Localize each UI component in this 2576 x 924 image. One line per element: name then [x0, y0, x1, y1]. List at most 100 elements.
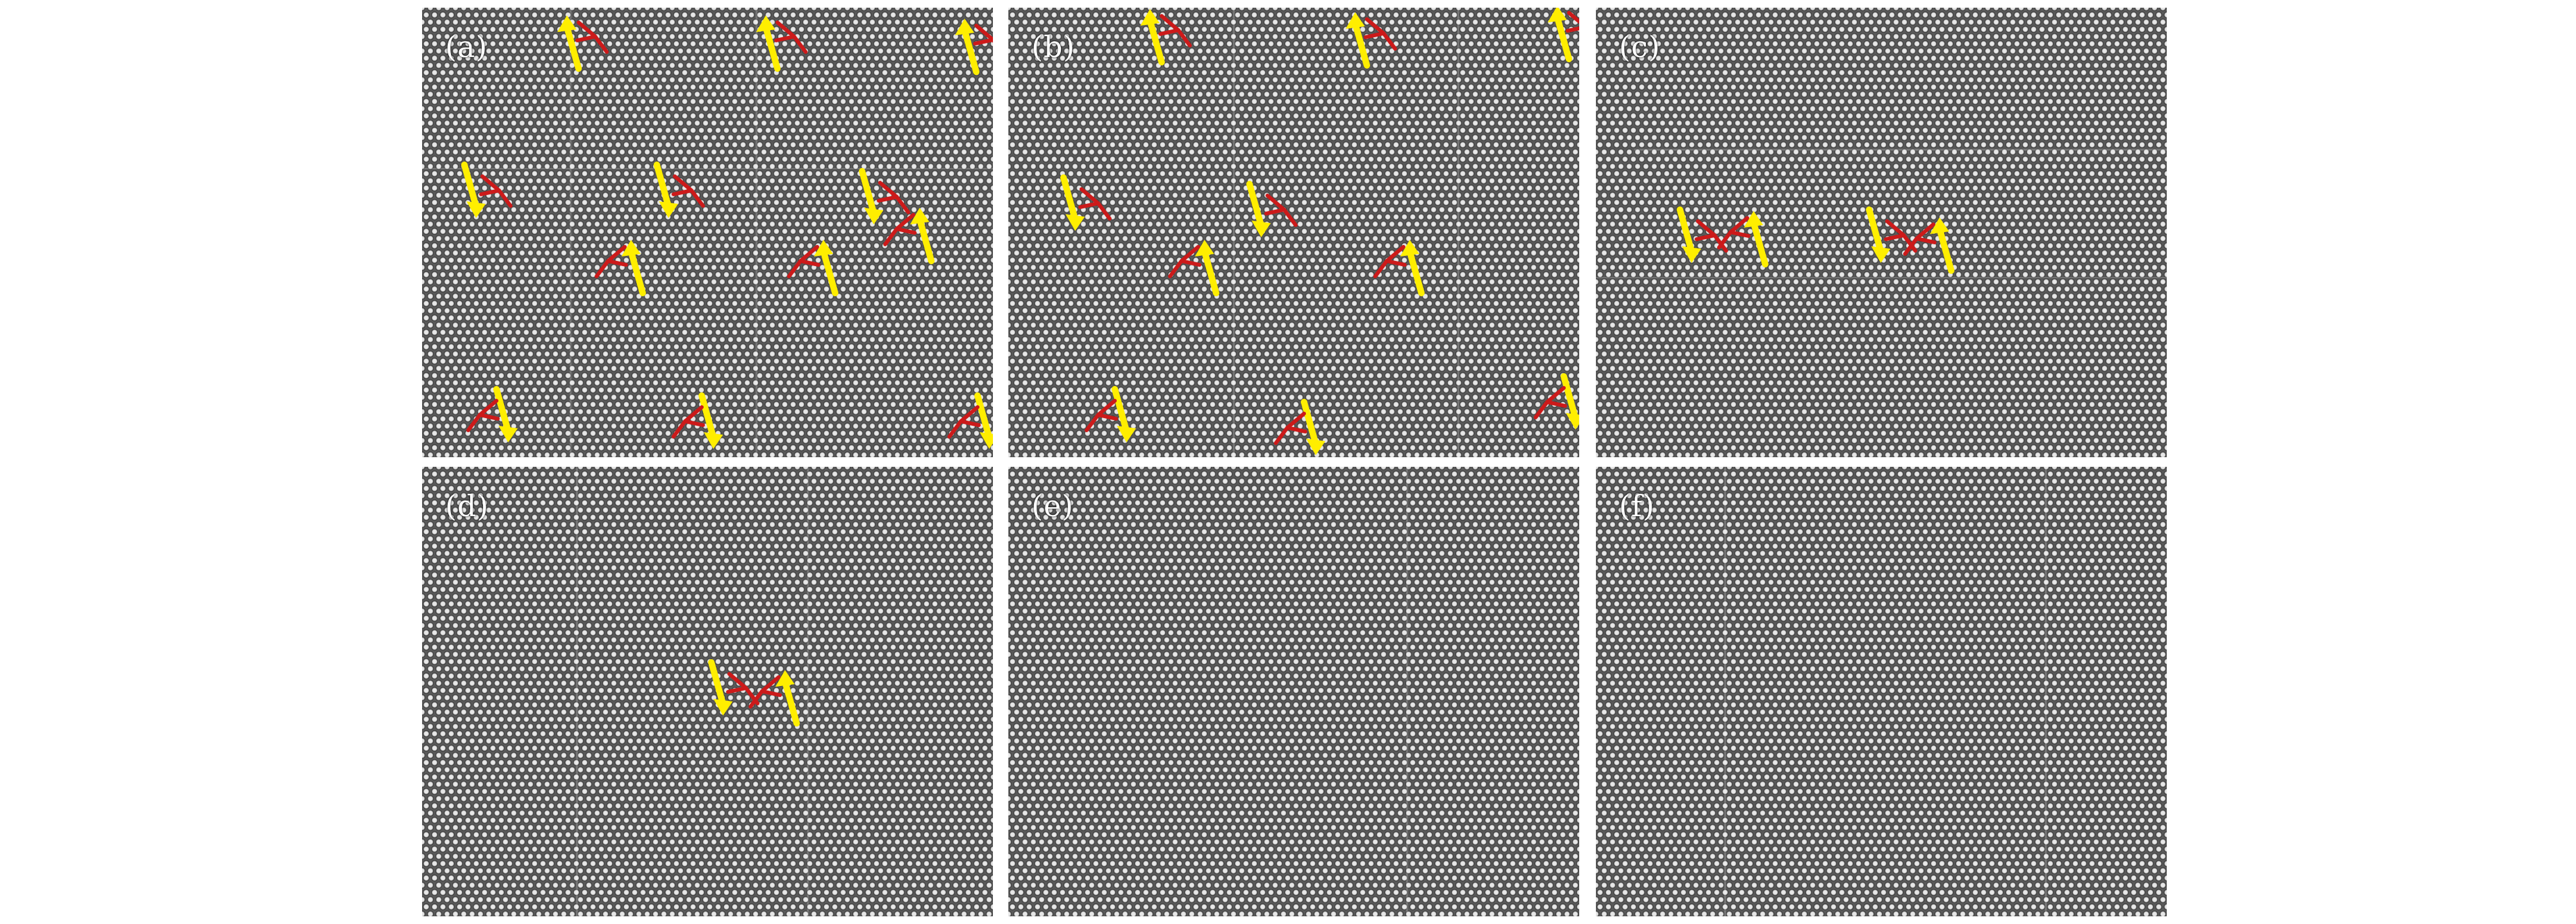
arrow-shaft — [1750, 219, 1768, 267]
defect-arm — [895, 195, 910, 214]
panel-e: (e) — [1008, 467, 1579, 916]
defect-arm — [895, 227, 917, 235]
defect-markers — [1060, 8, 1579, 455]
arrow-head — [466, 201, 486, 218]
defect-arm — [959, 405, 979, 423]
defect-arm — [1385, 245, 1405, 263]
dislocation-marker — [749, 670, 800, 727]
arrow-shaft — [781, 678, 800, 727]
defect-arm — [1180, 245, 1200, 263]
arrow-head — [864, 208, 884, 224]
dislocation-marker — [1677, 206, 1728, 263]
arrow-shaft — [1112, 386, 1130, 434]
defect-arm — [1274, 426, 1289, 445]
grain-boundary-line — [1724, 467, 1726, 916]
dislocation-marker — [1373, 240, 1425, 296]
defect-arm — [479, 189, 501, 196]
arrow-head — [1117, 426, 1137, 442]
arrow-head — [979, 432, 993, 449]
panel-label: (b) — [1031, 29, 1076, 64]
defect-arm — [1915, 237, 1936, 244]
arrow-shaft — [654, 162, 672, 210]
defect-arm — [895, 213, 915, 231]
arrow-shaft — [1301, 399, 1319, 447]
defect-arm — [883, 227, 899, 246]
arrow-shaft — [916, 216, 935, 264]
panel-a: (a) — [422, 8, 993, 457]
defect-arm — [1566, 26, 1579, 33]
grain-boundary-line — [1233, 8, 1235, 457]
arrow-shaft — [1936, 226, 1954, 274]
defect-arm — [1373, 259, 1389, 278]
arrow-shaft — [627, 248, 646, 296]
arrow-shaft — [762, 24, 781, 72]
defect-arm — [787, 259, 802, 278]
panel-f: (f) — [1596, 467, 2167, 916]
defect-arm — [1884, 233, 1906, 241]
arrow-shaft — [974, 392, 993, 441]
defect-arm — [1545, 386, 1566, 404]
arrow-shaft — [1352, 21, 1370, 69]
defect-arm — [878, 181, 899, 199]
dislocation-marker — [466, 386, 518, 442]
arrow-shaft — [961, 27, 979, 75]
arrow-head — [1065, 214, 1085, 231]
arrow-shaft — [1554, 14, 1572, 62]
dislocation-marker — [1534, 373, 1579, 430]
defect-arm — [1364, 31, 1385, 39]
defect-arm — [749, 689, 764, 709]
panel-c: (c) — [1596, 8, 2167, 457]
defect-arm — [672, 419, 687, 439]
dislocation-marker — [756, 15, 808, 72]
defect-arm — [947, 419, 963, 439]
defect-markers — [461, 15, 993, 449]
defect-arm — [760, 675, 781, 693]
defect-arm — [1903, 237, 1919, 256]
defect-arm — [478, 399, 498, 417]
defect-arm — [1567, 11, 1579, 24]
arrow-head — [557, 15, 577, 32]
defect-arm — [760, 689, 782, 697]
defect-arm — [1080, 187, 1100, 205]
defect-arm — [1085, 413, 1100, 432]
defect-arm — [775, 21, 796, 38]
panel-label: (e) — [1031, 489, 1074, 523]
dislocation-marker — [1547, 8, 1579, 62]
arrow-head — [1306, 439, 1326, 455]
arrow-shaft — [563, 24, 582, 72]
defect-arm — [1096, 201, 1112, 221]
panel-label: (f) — [1619, 489, 1655, 523]
grain-boundary-line — [1634, 149, 2167, 151]
arrow-head — [954, 19, 974, 35]
micrograph-figure: (a) (b) (c) (d) (e) (f) — [422, 8, 2167, 916]
dislocation-marker — [787, 240, 838, 296]
dislocation-marker — [654, 162, 705, 218]
defect-arm — [1160, 14, 1180, 32]
arrow-shaft — [1246, 181, 1265, 229]
arrow-head — [775, 670, 795, 687]
defect-markers — [1677, 206, 1954, 274]
arrow-shaft — [461, 162, 480, 210]
arrow-head — [1743, 211, 1763, 228]
dislocation-marker — [947, 392, 993, 449]
defect-markers — [708, 659, 800, 727]
defect-arm — [478, 413, 500, 421]
arrow-head — [1400, 240, 1419, 256]
arrow-head — [1547, 8, 1567, 22]
defect-arm — [480, 174, 501, 192]
defect-arm — [1264, 208, 1286, 215]
dislocation-marker — [883, 208, 935, 264]
arrow-head — [756, 15, 775, 32]
dislocation-marker — [595, 240, 646, 296]
dislocation-marker — [708, 659, 759, 716]
defect-arm — [1534, 400, 1549, 419]
defect-arm — [683, 405, 704, 423]
panel-b: (b) — [1008, 8, 1579, 457]
dislocation-marker — [1717, 211, 1768, 267]
defect-arm — [690, 189, 705, 208]
arrow-head — [1682, 246, 1702, 263]
dislocation-marker — [954, 19, 993, 75]
arrow-head — [813, 240, 833, 256]
dislocation-marker — [1866, 206, 1917, 263]
defect-arm — [466, 413, 482, 432]
